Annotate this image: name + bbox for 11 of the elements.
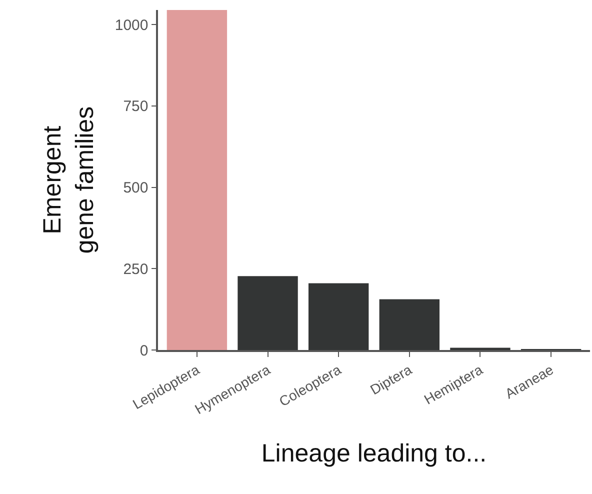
y-axis-title: Emergent gene families [38,106,100,254]
bar [238,276,298,350]
bar [308,283,369,350]
y-tick-label: 1000 [114,16,148,34]
x-axis-title: Lineage leading to... [261,440,487,468]
y-tick-label: 750 [123,98,148,116]
y-tick-label: 250 [123,260,148,278]
y-tick-label: 0 [140,342,148,360]
y-tick-label: 500 [123,180,148,197]
bar [379,299,440,350]
bar [166,10,228,350]
